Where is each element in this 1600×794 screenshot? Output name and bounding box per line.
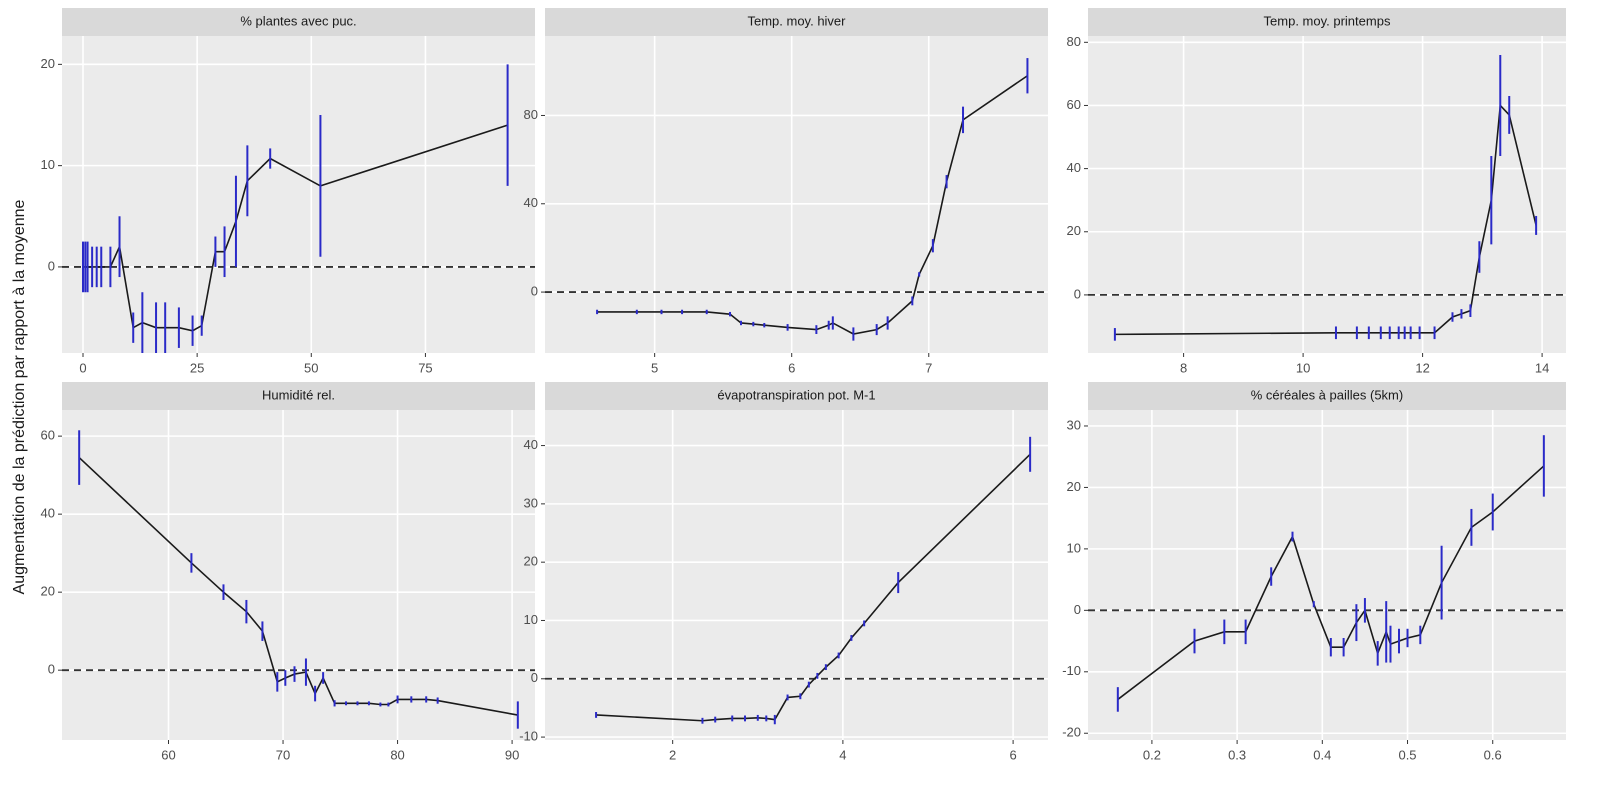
x-tick-label: 70	[276, 747, 290, 762]
y-tick-label: 0	[1074, 286, 1081, 301]
strip-title: évapotranspiration pot. M-1	[717, 387, 875, 402]
x-tick-label: 12	[1415, 360, 1429, 375]
strip	[1088, 382, 1566, 410]
panel-background	[545, 36, 1048, 353]
y-tick-label: 60	[41, 428, 55, 443]
x-tick-label: 50	[304, 360, 318, 375]
x-tick-label: 6	[788, 360, 795, 375]
y-tick-label: 10	[1067, 540, 1081, 555]
y-axis-label: Augmentation de la prédiction par rappor…	[11, 199, 28, 594]
panel-background	[1088, 410, 1566, 740]
y-tick-label: -20	[1062, 725, 1081, 740]
x-tick-label: 0.5	[1398, 747, 1416, 762]
series-line	[596, 453, 1031, 722]
x-tick-label: 5	[651, 360, 658, 375]
series-line	[83, 124, 508, 332]
strip	[545, 382, 1048, 410]
y-tick-label: 40	[524, 437, 538, 452]
x-tick-label: 80	[390, 747, 404, 762]
y-tick-label: 20	[524, 554, 538, 569]
y-tick-label: 80	[1067, 34, 1081, 49]
x-tick-label: 7	[925, 360, 932, 375]
y-tick-label: 20	[1067, 479, 1081, 494]
series-line	[78, 457, 518, 716]
x-tick-label: 0.2	[1143, 747, 1161, 762]
x-tick-label: 2	[669, 747, 676, 762]
x-tick-label: 10	[1296, 360, 1310, 375]
y-tick-label: 30	[524, 495, 538, 510]
y-tick-label: 10	[41, 157, 55, 172]
y-tick-label: 0	[48, 662, 55, 677]
y-tick-label: 0	[531, 284, 538, 299]
strip-title: Humidité rel.	[262, 387, 335, 402]
strip-title: Temp. moy. printemps	[1264, 13, 1391, 28]
strip	[62, 382, 535, 410]
strip	[545, 8, 1048, 36]
y-tick-label: 60	[1067, 97, 1081, 112]
y-tick-label: -10	[519, 729, 538, 744]
y-tick-label: 0	[531, 670, 538, 685]
strip	[62, 8, 535, 36]
x-tick-label: 0	[79, 360, 86, 375]
y-tick-label: 20	[1067, 223, 1081, 238]
x-tick-label: 4	[839, 747, 846, 762]
x-tick-label: 25	[190, 360, 204, 375]
y-tick-label: 0	[1074, 602, 1081, 617]
y-tick-label: 30	[1067, 417, 1081, 432]
y-tick-label: 40	[41, 506, 55, 521]
x-tick-label: 6	[1009, 747, 1016, 762]
x-tick-label: 14	[1535, 360, 1549, 375]
y-tick-label: -10	[1062, 663, 1081, 678]
x-tick-label: 8	[1180, 360, 1187, 375]
series-line	[597, 75, 1028, 335]
strip-title: Temp. moy. hiver	[747, 13, 846, 28]
x-tick-label: 60	[161, 747, 175, 762]
y-tick-label: 0	[48, 258, 55, 273]
y-tick-label: 80	[524, 107, 538, 122]
y-tick-label: 40	[524, 195, 538, 210]
panel-background	[1088, 36, 1566, 353]
y-tick-label: 20	[41, 56, 55, 71]
strip	[1088, 8, 1566, 36]
x-tick-label: 75	[418, 360, 432, 375]
panel-background	[545, 410, 1048, 740]
y-tick-label: 10	[524, 612, 538, 627]
panel-background	[62, 36, 535, 353]
strip-title: % céréales à pailles (5km)	[1251, 387, 1403, 402]
x-tick-label: 0.3	[1228, 747, 1246, 762]
y-tick-label: 40	[1067, 160, 1081, 175]
x-tick-label: 90	[505, 747, 519, 762]
panel-background	[62, 410, 535, 740]
x-tick-label: 0.4	[1313, 747, 1331, 762]
x-tick-label: 0.6	[1484, 747, 1502, 762]
y-tick-label: 20	[41, 584, 55, 599]
strip-title: % plantes avec puc.	[240, 13, 356, 28]
